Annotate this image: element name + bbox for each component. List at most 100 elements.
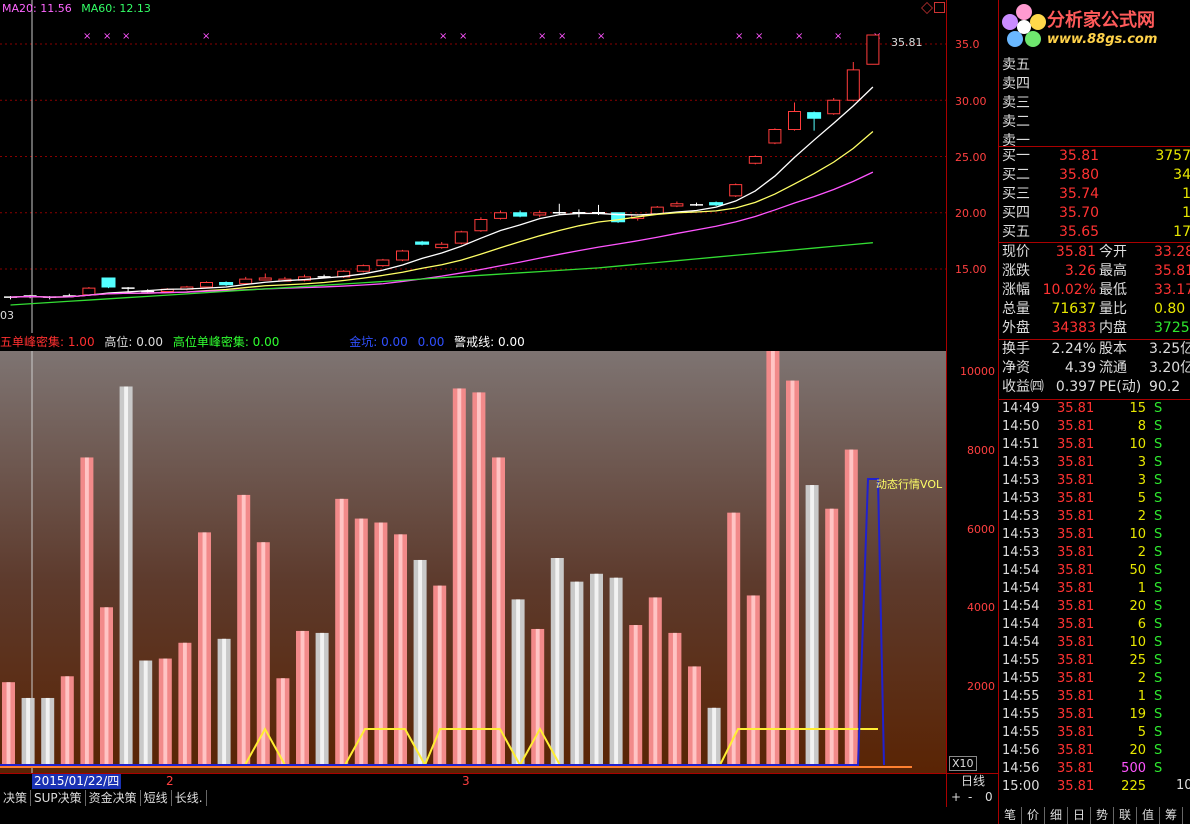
quote-value: 33.28 [1154,244,1190,260]
tick-time: 14:54 [1002,563,1040,578]
buy-order-row: 买一 35.81 3757 [999,147,1190,166]
volume-bar [609,577,623,765]
right-tab[interactable]: 筹 [1160,807,1183,824]
price-axis-label: 20.00 [955,207,987,220]
tick-time: 14:55 [1002,689,1040,704]
zoom-in-button[interactable]: + [951,790,962,804]
sell-order-row: 卖二 [999,113,1190,132]
volume-bar [844,449,858,765]
tick-row[interactable]: 14:54 35.81 20 S [999,598,1190,616]
tick-volume: 1 [1137,581,1146,596]
tick-row[interactable]: 14:54 35.81 10 S [999,634,1190,652]
tick-price: 35.81 [1057,689,1095,704]
tick-row[interactable]: 14:55 35.81 2 S [999,670,1190,688]
tick-row[interactable]: 14:53 35.81 3 S [999,454,1190,472]
right-tab[interactable]: 联 [1114,807,1137,824]
date-axis: 2015/01/22/四 2 3 [0,773,946,791]
quote-label: 涨跌 [1002,263,1030,279]
period-label[interactable]: 日线 [946,773,999,791]
fundamental-row: 换手 2.24% 股本 3.25亿 [999,340,1190,359]
tick-volume: 2 [1137,545,1146,560]
sell-order-label: 卖二 [1002,114,1030,130]
tick-row[interactable]: 14:54 35.81 1 S [999,580,1190,598]
zoom-out-button[interactable]: - [968,790,973,804]
tick-row[interactable]: 14:53 35.81 2 S [999,544,1190,562]
signal-marker: × [795,31,803,42]
volume-bar [296,630,309,765]
volume-bar [394,534,407,765]
tick-time: 14:54 [1002,581,1040,596]
tick-price: 35.81 [1057,617,1095,632]
right-tab[interactable]: 笔 [999,807,1022,824]
volume-bar [688,666,701,765]
tick-row[interactable]: 14:55 35.81 19 S [999,706,1190,724]
tick-row[interactable]: 14:53 35.81 3 S [999,472,1190,490]
tick-row[interactable]: 14:56 35.81 500 S [999,760,1190,778]
ma60-line [10,242,873,306]
tick-row[interactable]: 14:55 35.81 1 S [999,688,1190,706]
fundamental-row: 净资 4.39 流通 3.20亿 [999,359,1190,378]
candlestick [454,230,468,245]
tab-zijin-juece[interactable]: 资金决策 [86,790,141,806]
tick-row[interactable]: 14:49 35.81 15 S [999,400,1190,418]
tick-extra: 10 [1176,778,1190,793]
restore-icon[interactable] [934,2,945,13]
quote-row: 总量 71637 量比 0.80 [999,300,1190,319]
candlestick-chart[interactable]: ×××××××××××××× [0,0,946,333]
golden-pit-line [0,478,885,766]
tick-row[interactable]: 14:54 35.81 6 S [999,616,1190,634]
tab-changxian[interactable]: 长线. [172,790,207,806]
right-tab[interactable]: 细 [1045,807,1068,824]
volume-indicator-label: 动态行情VOL [876,478,943,491]
volume-bar [629,625,643,765]
volume-chart-panel[interactable]: 动态行情VOL [0,351,946,773]
tick-row[interactable]: 14:55 35.81 5 S [999,724,1190,742]
tick-row[interactable]: 14:55 35.81 25 S [999,652,1190,670]
tick-row[interactable]: 14:53 35.81 2 S [999,508,1190,526]
candlestick [788,102,801,131]
logo-title: 分析家公式网 [1047,10,1155,31]
tick-volume: 2 [1137,509,1146,524]
tab-juece[interactable]: 决策 [0,790,32,806]
tick-row[interactable]: 14:54 35.81 50 S [999,562,1190,580]
signal-marker: × [538,31,546,42]
tick-side: S [1154,707,1163,722]
zoom-reset-button[interactable]: 0 [985,790,993,804]
tick-volume: 25 [1129,653,1146,668]
ma5-line [10,86,874,298]
volume-chart[interactable] [0,351,946,773]
formula-tab-bar: 决策 SUP决策 资金决策 短线 长线. [0,790,946,807]
tick-time: 14:53 [1002,455,1040,470]
fundamental-label: PE(动) [1099,379,1142,395]
signal-marker: × [122,31,130,42]
quote-label: 内盘 [1099,320,1127,336]
tick-price: 35.81 [1057,581,1095,596]
signal-marker: × [439,31,447,42]
tick-row[interactable]: 14:50 35.81 8 S [999,418,1190,436]
tick-row[interactable]: 14:53 35.81 5 S [999,490,1190,508]
tick-row[interactable]: 15:00 35.81 225 [999,778,1190,796]
tick-row[interactable]: 14:56 35.81 20 S [999,742,1190,760]
right-tab[interactable]: 势 [1091,807,1114,824]
right-tab[interactable]: 价 [1022,807,1045,824]
buy-order-volume: 34 [1173,167,1190,183]
right-tab[interactable]: 值 [1137,807,1160,824]
tab-duanxian[interactable]: 短线 [141,790,172,806]
signal-marker: × [459,31,467,42]
right-tab[interactable]: 日 [1068,807,1091,824]
tab-sup-juece[interactable]: SUP决策 [31,790,86,806]
volume-bar [433,585,447,765]
volume-bar [825,508,839,765]
price-chart-panel[interactable]: ×××××××××××××× MA20: 11.56 MA60: 12.13 3… [0,0,946,333]
quote-label: 外盘 [1002,320,1030,336]
quote-label: 现价 [1002,244,1030,260]
buy-order-row: 买五 35.65 17 [999,223,1190,242]
fundamental-value: 3.25亿 [1149,341,1190,357]
tick-row[interactable]: 14:51 35.81 10 S [999,436,1190,454]
volume-bar [2,682,15,765]
last-price-label: 35.81 [891,36,923,49]
tick-time: 14:55 [1002,725,1040,740]
tick-row[interactable]: 14:53 35.81 10 S [999,526,1190,544]
ma20-label: MA20: 11.56 [2,2,72,15]
tick-time: 14:51 [1002,437,1040,452]
